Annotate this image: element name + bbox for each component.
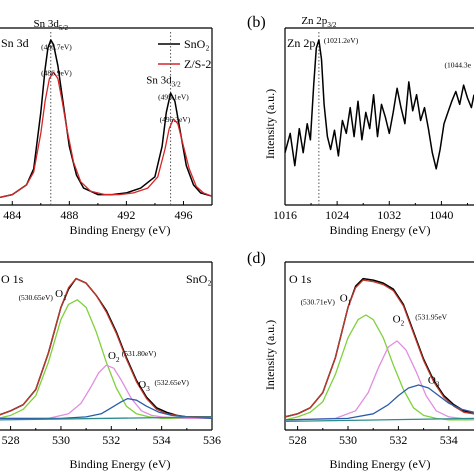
peak-annotation: (1021.2eV): [324, 36, 359, 45]
x-tick-label: 488: [60, 208, 78, 222]
panel-c-xlabel: Binding Energy (eV): [69, 457, 170, 471]
panel-b-xlabel: Binding Energy (eV): [329, 223, 430, 237]
x-tick-label: 1016: [273, 208, 297, 222]
panel-a-legend: SnO₂ Z/S-2: [158, 37, 211, 71]
panel-d-plot: 528 530 532 534 (530.71eV) O1 O2 (531.95eV O3: [284, 261, 474, 447]
peak-annotation: (531.95eV: [415, 313, 447, 322]
peak-annotation: O1: [340, 292, 352, 306]
peak-annotation: Sn 3d5/2: [34, 18, 69, 32]
x-tick-label: 492: [117, 208, 135, 222]
panel-a-title: Sn 3d: [1, 36, 29, 50]
peak-annotation: (486.9eV): [41, 68, 72, 77]
series-line-2: [284, 314, 474, 421]
series-line-1: [0, 71, 213, 199]
series-line-2: [0, 299, 212, 420]
panel-b: (b) Zn 2p Intensity (a.u.) 1016 1024 1032 1…: [247, 14, 474, 237]
panel-d-title: O 1s: [289, 272, 312, 286]
series-line-1: [0, 277, 212, 418]
x-tick-label: 536: [203, 433, 221, 447]
x-tick-label: 528: [289, 433, 307, 447]
panel-b-ylabel: Intensity (a.u.): [263, 89, 277, 159]
peak-annotation: O1: [55, 288, 67, 302]
x-tick-label: 496: [174, 208, 192, 222]
series-line-3: [284, 340, 474, 421]
series-line-1: [284, 279, 474, 418]
peak-annotation: (531.80eV): [122, 349, 157, 358]
panel-d-letter: (d): [247, 250, 266, 267]
panel-d-xlabel: Binding Energy (eV): [329, 457, 430, 471]
peak-annotation: O3: [428, 374, 440, 388]
peak-annotation: (530.65eV): [19, 293, 54, 302]
x-tick-label: 530: [339, 433, 357, 447]
x-tick-label: 1024: [325, 208, 349, 222]
peak-annotation: (486.7eV): [41, 43, 72, 52]
panel-b-plot: 1016 1024 1032 1040 Zn 2p3/2 (1021.2eV) (1044.…: [273, 15, 474, 222]
series-line-0: [284, 39, 474, 170]
panel-d: (d) O 1s Intensity (a.u.) 528 530 532 534 (5…: [247, 250, 474, 471]
peak-annotation: Sn 3d3/2: [146, 74, 181, 88]
x-tick-label: 532: [102, 433, 120, 447]
peak-annotation: O3: [138, 379, 150, 393]
x-tick-label: 528: [2, 433, 20, 447]
peak-annotation: O2: [393, 314, 405, 328]
plot-frame: [0, 261, 213, 431]
peak-annotation: (532.65eV): [155, 378, 190, 387]
peak-annotation: (530.71eV): [301, 297, 336, 306]
series-line-4: [0, 397, 213, 420]
plot-frame: [284, 27, 474, 206]
panel-c-title: O 1s: [1, 272, 24, 286]
series-line-4: [284, 384, 474, 421]
plot-frame: [0, 27, 213, 206]
panel-a-plot: 484 488 492 496 Sn 3d5/2 (486.7eV) (486.9eV) Sn…: [0, 18, 213, 222]
panel-a-xlabel: Binding Energy (eV): [69, 223, 170, 237]
peak-annotation: (495.3eV): [160, 115, 191, 124]
peak-annotation: O2: [108, 350, 120, 364]
series-line-5: [284, 417, 474, 423]
peak-annotation: (1044.3e: [444, 60, 471, 69]
panel-a: Sn 3d SnO₂ Z/S-2 484 488 492 496 Sn 3d5/2 (48…: [0, 18, 213, 237]
series-line-5: [0, 416, 213, 421]
x-tick-label: 534: [153, 433, 171, 447]
legend-label-sno2: SnO₂: [184, 37, 210, 51]
peak-annotation: (495.1eV): [158, 93, 189, 102]
x-tick-label: 534: [440, 433, 458, 447]
panel-b-letter: (b): [247, 14, 266, 31]
x-tick-label: 484: [3, 208, 21, 222]
x-tick-label: 1040: [429, 208, 453, 222]
panel-c-plot: 528 530 532 534 536 (530.65eV) O1 O2(531.80eV) O…: [0, 261, 221, 447]
x-tick-label: 530: [52, 433, 70, 447]
x-tick-label: 532: [389, 433, 407, 447]
peak-annotation: Zn 2p3/2: [301, 15, 337, 29]
series-line-3: [0, 364, 212, 420]
panel-c-sample-label: SnO₂: [186, 272, 212, 286]
plot-frame: [284, 261, 474, 431]
x-tick-label: 1032: [377, 208, 401, 222]
legend-label-zs2: Z/S-2: [184, 57, 211, 71]
panel-d-ylabel: Intensity (a.u.): [263, 320, 277, 390]
panel-c: O 1s SnO₂ 528 530 532 534 536(530.65eV) O1O2(…: [0, 261, 221, 471]
panel-b-title: Zn 2p: [287, 36, 315, 50]
